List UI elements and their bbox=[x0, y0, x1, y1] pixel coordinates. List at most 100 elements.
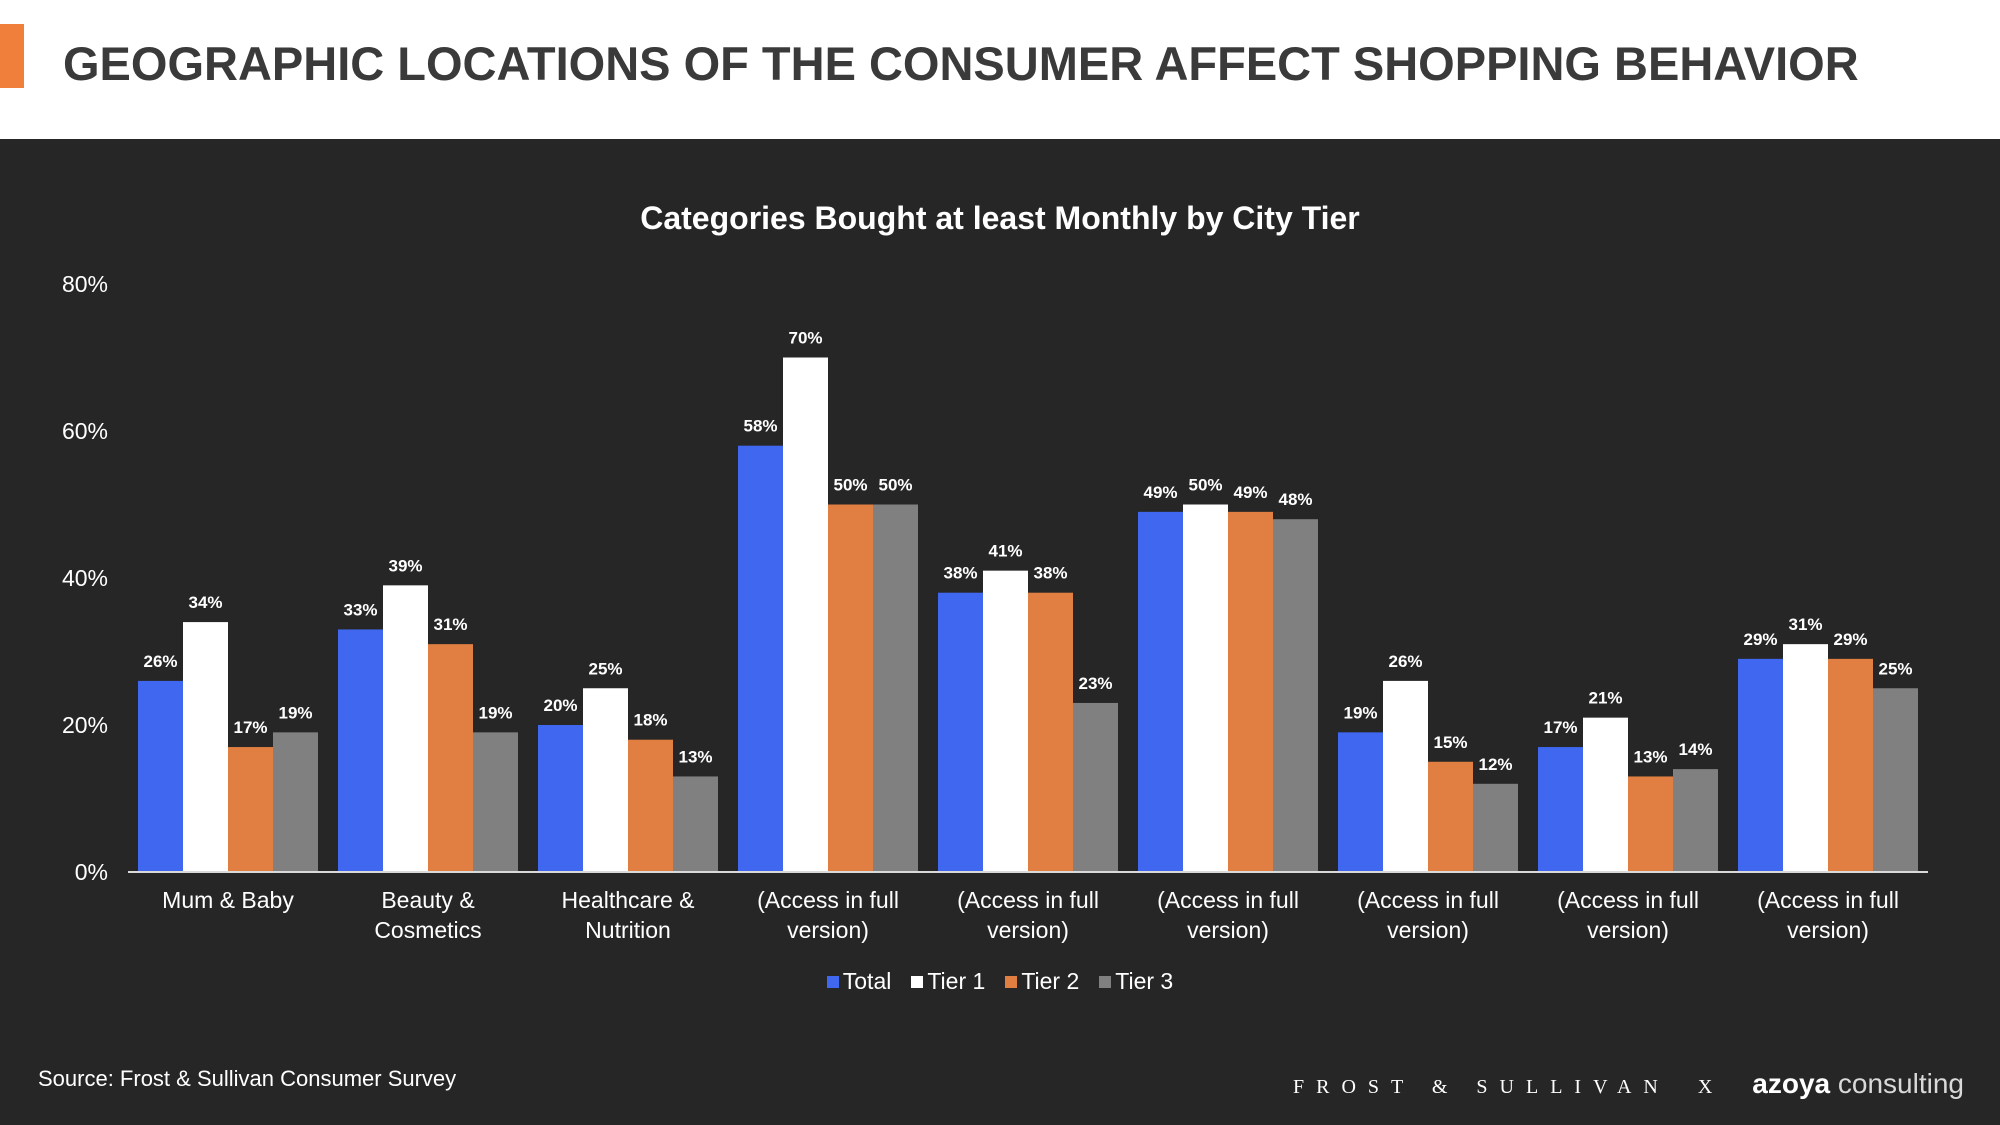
bar bbox=[1738, 658, 1783, 872]
data-label: 15% bbox=[1433, 733, 1467, 752]
bar bbox=[1873, 688, 1918, 872]
data-label: 50% bbox=[833, 476, 867, 495]
data-label: 25% bbox=[1878, 659, 1912, 678]
x-tick-label: (Access in full bbox=[957, 887, 1099, 913]
bar bbox=[673, 776, 718, 872]
bar bbox=[1473, 783, 1518, 872]
legend-label: Total bbox=[842, 968, 892, 994]
x-tick-label: version) bbox=[1387, 917, 1469, 943]
legend-label: Tier 1 bbox=[927, 968, 986, 994]
x-tick-label: version) bbox=[987, 917, 1069, 943]
data-label: 19% bbox=[278, 703, 312, 722]
y-tick-label: 60% bbox=[62, 418, 108, 444]
legend-swatch bbox=[826, 975, 839, 988]
legend-label: Tier 3 bbox=[1115, 968, 1174, 994]
bar bbox=[1138, 511, 1183, 872]
data-label: 29% bbox=[1833, 630, 1867, 649]
bar bbox=[228, 747, 273, 872]
brand-logo: FROST & SULLIVAN X azoya consulting bbox=[1293, 1068, 1964, 1100]
logo-separator: X bbox=[1697, 1076, 1725, 1098]
legend-swatch bbox=[1005, 975, 1018, 988]
x-tick-label: version) bbox=[1187, 917, 1269, 943]
bar bbox=[783, 357, 828, 872]
y-tick-label: 20% bbox=[62, 712, 108, 738]
bar bbox=[1628, 776, 1673, 872]
x-tick-label: version) bbox=[787, 917, 869, 943]
legend-swatch bbox=[911, 975, 924, 988]
bar bbox=[1538, 747, 1583, 872]
bar bbox=[983, 570, 1028, 872]
bar bbox=[1783, 644, 1828, 872]
bar bbox=[538, 725, 583, 872]
data-label: 17% bbox=[233, 718, 267, 737]
bar bbox=[738, 445, 783, 872]
data-label: 70% bbox=[788, 329, 822, 348]
data-label: 50% bbox=[878, 476, 912, 495]
x-tick-label: Mum & Baby bbox=[162, 887, 294, 913]
source-note: Source: Frost & Sullivan Consumer Survey bbox=[38, 1066, 457, 1091]
y-tick-label: 40% bbox=[62, 565, 108, 591]
data-label: 12% bbox=[1478, 755, 1512, 774]
legend-item: Tier 2 bbox=[1005, 968, 1079, 995]
data-label: 58% bbox=[743, 417, 777, 436]
data-label: 21% bbox=[1588, 689, 1622, 708]
bar bbox=[1673, 769, 1718, 872]
bar bbox=[583, 688, 628, 872]
data-label: 31% bbox=[1788, 615, 1822, 634]
data-label: 13% bbox=[678, 747, 712, 766]
x-tick-label: (Access in full bbox=[1357, 887, 1499, 913]
x-tick-label: version) bbox=[1587, 917, 1669, 943]
bar bbox=[383, 585, 428, 872]
y-tick-label: 0% bbox=[75, 859, 108, 885]
bar bbox=[1273, 519, 1318, 872]
data-label: 26% bbox=[143, 652, 177, 671]
bar bbox=[873, 504, 918, 872]
chart-title: Categories Bought at least Monthly by Ci… bbox=[640, 200, 1360, 236]
accent-bar bbox=[0, 24, 24, 88]
x-tick-label: (Access in full bbox=[1557, 887, 1699, 913]
bar bbox=[183, 622, 228, 872]
data-label: 14% bbox=[1678, 740, 1712, 759]
bar bbox=[138, 680, 183, 872]
bar bbox=[628, 739, 673, 872]
y-tick-label: 80% bbox=[62, 271, 108, 297]
azoya-logo: azoya consulting bbox=[1752, 1068, 1964, 1099]
data-label: 33% bbox=[343, 600, 377, 619]
data-label: 13% bbox=[1633, 747, 1667, 766]
legend-item: Tier 3 bbox=[1099, 968, 1173, 995]
x-tick-label: (Access in full bbox=[1757, 887, 1899, 913]
data-label: 34% bbox=[188, 593, 222, 612]
bar bbox=[473, 732, 518, 872]
x-tick-label: Healthcare & bbox=[562, 887, 695, 913]
data-label: 49% bbox=[1143, 483, 1177, 502]
bar bbox=[1073, 702, 1118, 872]
data-label: 50% bbox=[1188, 476, 1222, 495]
data-label: 18% bbox=[633, 711, 667, 730]
data-label: 38% bbox=[1033, 564, 1067, 583]
frost-sullivan-logo: FROST & SULLIVAN bbox=[1292, 1076, 1670, 1098]
data-label: 39% bbox=[388, 556, 422, 575]
bar bbox=[1828, 658, 1873, 872]
bar bbox=[1338, 732, 1383, 872]
x-tick-label: (Access in full bbox=[757, 887, 899, 913]
bar bbox=[828, 504, 873, 872]
legend-item: Tier 1 bbox=[911, 968, 985, 995]
data-label: 49% bbox=[1233, 483, 1267, 502]
data-label: 23% bbox=[1078, 674, 1112, 693]
bar bbox=[428, 644, 473, 872]
data-label: 29% bbox=[1743, 630, 1777, 649]
bar bbox=[1428, 761, 1473, 872]
legend-item: Total bbox=[826, 968, 892, 995]
bar bbox=[1183, 504, 1228, 872]
chart-legend: Total Tier 1 Tier 2 Tier 3 bbox=[0, 968, 2000, 995]
header-bar: GEOGRAPHIC LOCATIONS OF THE CONSUMER AFF… bbox=[0, 0, 2000, 139]
legend-swatch bbox=[1099, 975, 1112, 988]
x-tick-label: Beauty & bbox=[381, 887, 474, 913]
bar-chart: 0% 20% 40% 60% 80% 26% 34% 17% 19% Mum & Baby 33% 3… bbox=[62, 271, 1928, 943]
data-label: 31% bbox=[433, 615, 467, 634]
page-title: GEOGRAPHIC LOCATIONS OF THE CONSUMER AFF… bbox=[63, 37, 1859, 90]
bar bbox=[273, 732, 318, 872]
bar bbox=[1383, 680, 1428, 872]
data-label: 25% bbox=[588, 659, 622, 678]
bar bbox=[1583, 717, 1628, 872]
